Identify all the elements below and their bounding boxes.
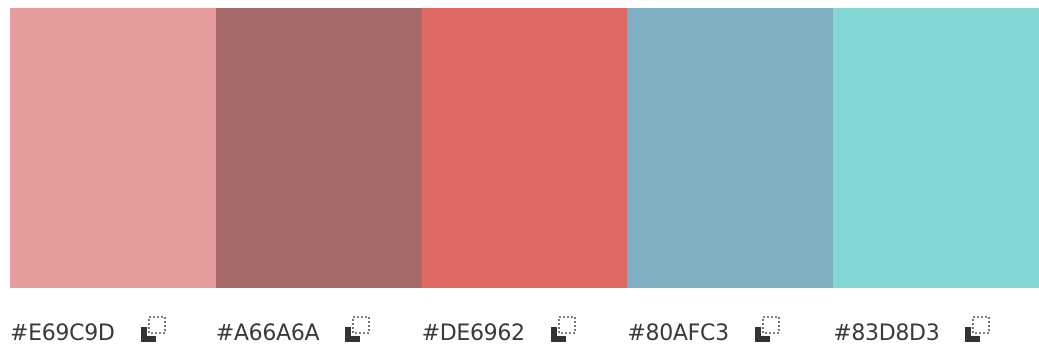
color-block[interactable] [10, 8, 216, 288]
copy-button[interactable] [138, 315, 168, 345]
swatch-label-row: #80AFC3 [627, 288, 833, 348]
copy-icon [754, 316, 780, 342]
copy-button[interactable] [342, 315, 372, 345]
copy-icon [965, 316, 991, 342]
swatch-label-row: #83D8D3 [833, 288, 1039, 348]
copy-button[interactable] [752, 315, 782, 345]
swatch-label-row: #A66A6A [216, 288, 422, 348]
hex-code-label: #DE6962 [421, 321, 525, 346]
copy-icon [140, 316, 166, 342]
swatch-3: #DE6962 [421, 8, 628, 362]
swatch-label-row: #E69C9D [10, 288, 216, 348]
hex-code-label: #A66A6A [215, 321, 320, 346]
color-block[interactable] [833, 8, 1039, 288]
color-block[interactable] [627, 8, 834, 288]
swatch-5: #83D8D3 [833, 8, 1039, 362]
color-block[interactable] [421, 8, 628, 288]
color-palette: #E69C9D #A66A6A #DE6962 [10, 8, 1039, 362]
hex-code-label: #80AFC3 [627, 321, 729, 346]
hex-code-label: #E69C9D [10, 321, 115, 346]
copy-button[interactable] [962, 315, 992, 345]
swatch-1: #E69C9D [10, 8, 216, 362]
copy-button[interactable] [548, 315, 578, 345]
color-block[interactable] [215, 8, 422, 288]
swatch-label-row: #DE6962 [422, 288, 628, 348]
copy-icon [345, 316, 371, 342]
swatch-2: #A66A6A [215, 8, 422, 362]
hex-code-label: #83D8D3 [833, 321, 940, 346]
swatch-4: #80AFC3 [627, 8, 834, 362]
copy-icon [550, 316, 576, 342]
